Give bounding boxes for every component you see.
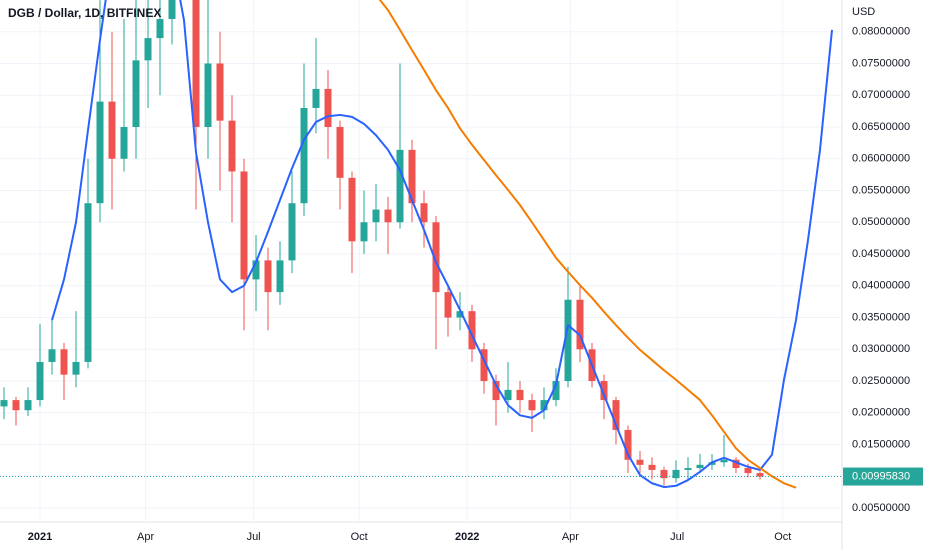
x-tick-label: Jul — [247, 531, 261, 543]
candle-body — [444, 292, 452, 318]
candle-body — [456, 311, 464, 318]
y-tick-label: 0.00500000 — [852, 502, 910, 514]
candle-body — [228, 120, 236, 172]
y-tick-label: 0.07000000 — [852, 89, 910, 101]
candle-body — [480, 349, 488, 382]
last-price-box — [843, 467, 923, 486]
candle-body — [24, 400, 32, 411]
candle-body — [72, 361, 80, 375]
y-tick-label: 0.03500000 — [852, 311, 910, 323]
y-tick-label: 0.06000000 — [852, 153, 910, 165]
candle-body — [384, 209, 392, 223]
candle-body — [756, 473, 764, 477]
candle-body — [468, 311, 476, 350]
candle-body — [216, 63, 224, 121]
y-tick-label: 0.02000000 — [852, 407, 910, 419]
candle-body — [144, 38, 152, 61]
y-tick-label: 0.05500000 — [852, 184, 910, 196]
last-price-label: 0.00995830 — [852, 470, 910, 482]
candle-body — [252, 260, 260, 280]
candle-body — [48, 349, 56, 362]
grid — [0, 0, 842, 522]
candle-body — [192, 0, 200, 128]
candle-body — [552, 381, 560, 401]
y-tick-label: 0.04500000 — [852, 248, 910, 260]
candle-body — [96, 101, 104, 204]
candle-body — [36, 361, 44, 401]
y-tick-label: 0.05000000 — [852, 216, 910, 228]
indicator-line — [51, 0, 833, 489]
x-tick-label: Apr — [562, 531, 579, 543]
candle-body — [372, 209, 380, 223]
candle-body — [0, 400, 8, 407]
candle-body — [720, 459, 728, 463]
candle-body — [324, 88, 332, 128]
candle-body — [516, 389, 524, 401]
candle-body — [564, 299, 572, 382]
y-tick-label: 0.08000000 — [852, 26, 910, 38]
candle-body — [528, 400, 536, 411]
y-tick-label: 0.07500000 — [852, 57, 910, 69]
candle-body — [660, 469, 668, 479]
candle-body — [84, 203, 92, 362]
x-tick-label: Jul — [670, 531, 684, 543]
candle-body — [168, 0, 176, 20]
candle-body — [492, 381, 500, 401]
candle-body — [348, 177, 356, 242]
candle-body — [264, 260, 272, 293]
x-tick-label: Apr — [137, 531, 154, 543]
candle-body — [336, 127, 344, 178]
candle-body — [624, 429, 632, 460]
candle-body — [132, 60, 140, 128]
candle-body — [432, 222, 440, 293]
candle-body — [612, 400, 620, 430]
candle-body — [300, 107, 308, 204]
candle-body — [576, 299, 584, 350]
candle-body — [204, 63, 212, 128]
chart-title: DGB / Dollar, 1D, BITFINEX — [8, 6, 161, 20]
candle-body — [696, 464, 704, 469]
candle-body — [312, 88, 320, 108]
y-tick-label: 0.02500000 — [852, 375, 910, 387]
y-axis-label: USD — [852, 6, 875, 18]
candle-body — [60, 349, 68, 375]
candle-body — [12, 400, 20, 411]
candle-body — [408, 149, 416, 204]
x-tick-label: Oct — [351, 531, 368, 543]
indicator-line — [378, 0, 797, 489]
x-tick-label: 2022 — [455, 531, 479, 543]
axes: 0.005000000.010000000.015000000.02000000… — [28, 26, 923, 543]
candle-body — [156, 19, 164, 39]
plot-area — [0, 0, 842, 489]
candle-body — [240, 171, 248, 280]
candle-body — [504, 389, 512, 401]
candle-body — [540, 400, 548, 411]
candle-body — [288, 203, 296, 261]
y-tick-label: 0.06500000 — [852, 121, 910, 133]
candle-body — [420, 203, 428, 223]
candle-body — [276, 260, 284, 293]
candle-body — [732, 459, 740, 469]
candle-body — [360, 222, 368, 242]
candle-body — [600, 381, 608, 401]
candle-body — [636, 459, 644, 465]
candle-body — [672, 469, 680, 479]
candle-body — [684, 468, 692, 470]
y-tick-label: 0.01500000 — [852, 438, 910, 450]
x-tick-label: 2021 — [28, 531, 52, 543]
candle-body — [396, 149, 404, 223]
candle-body — [648, 464, 656, 470]
candle-body — [744, 468, 752, 474]
y-tick-label: 0.03000000 — [852, 343, 910, 355]
x-tick-label: Oct — [774, 531, 791, 543]
candle-body — [120, 127, 128, 159]
candle-body — [108, 101, 116, 159]
y-tick-label: 0.04000000 — [852, 280, 910, 292]
